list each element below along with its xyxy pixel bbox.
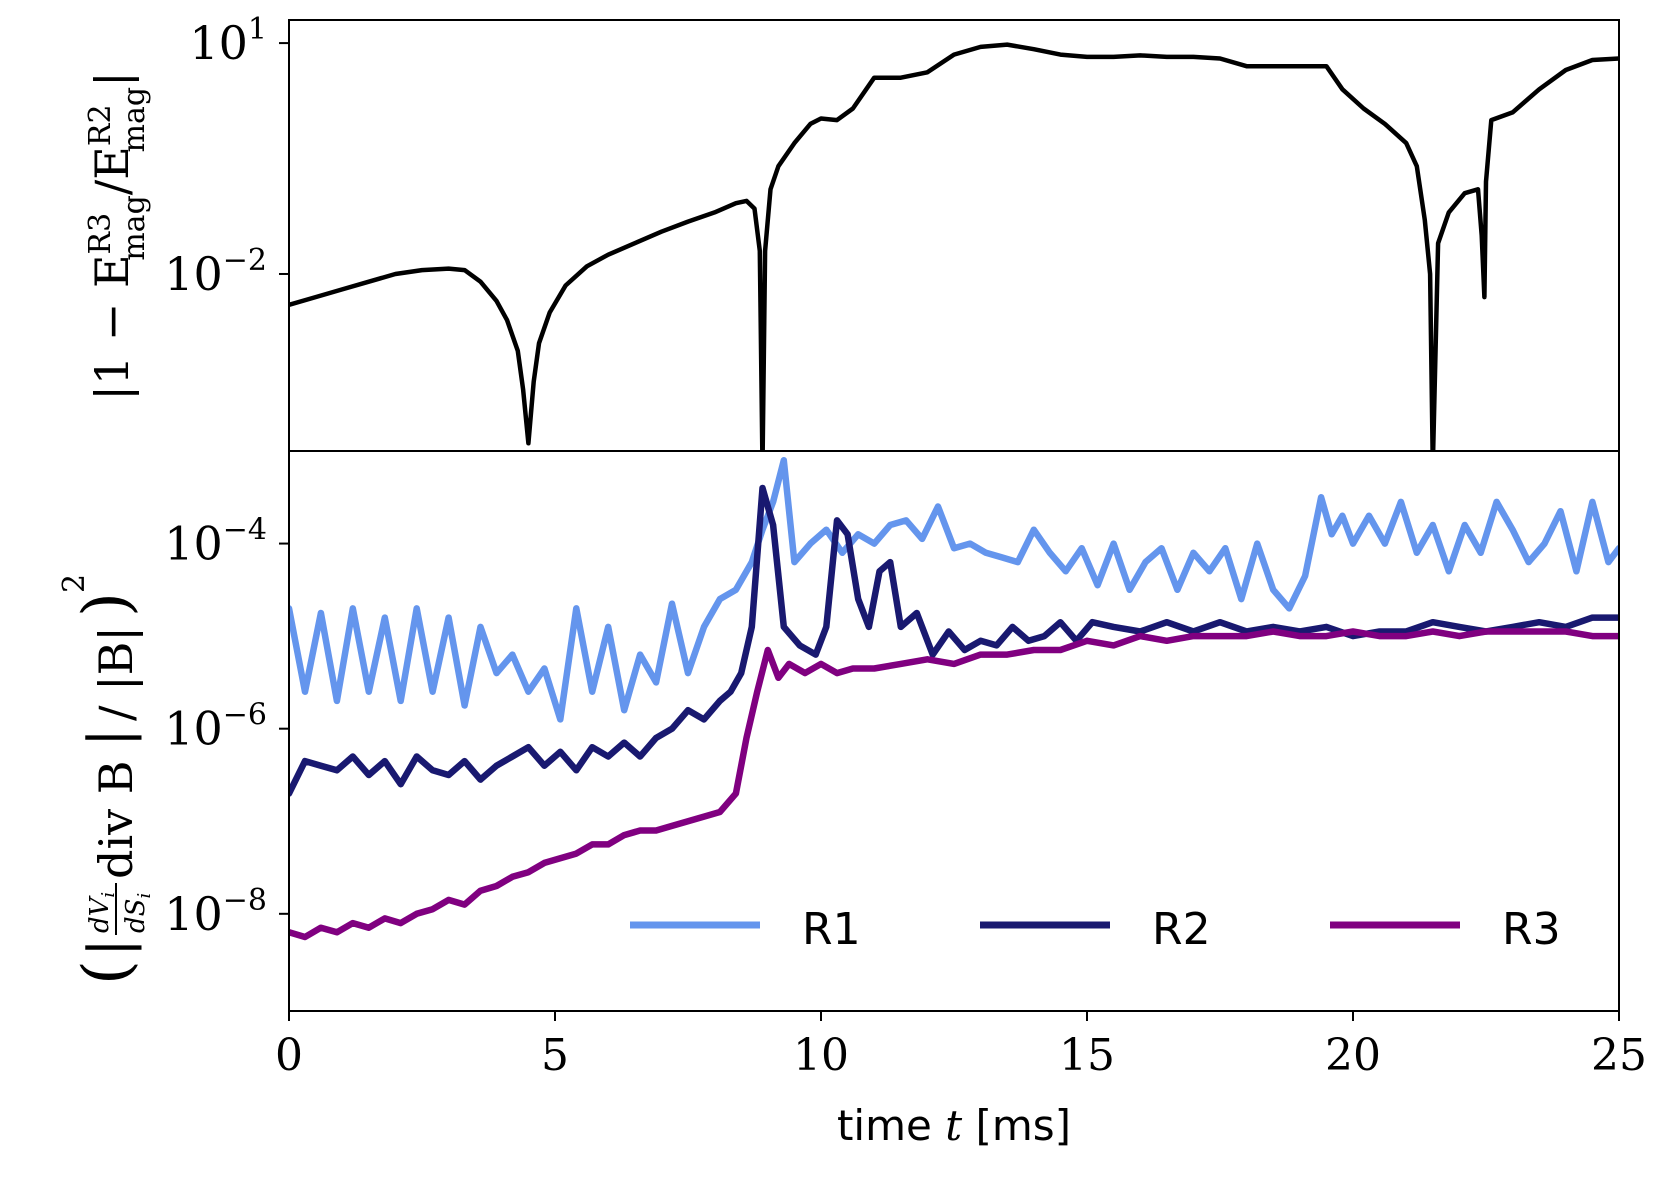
bottom-axes-frame: [288, 450, 1620, 1012]
bottom-ylabel: ( | dVi dSi div B | / |B| ) 2: [57, 574, 155, 985]
ylabel-fraction-den: dSi: [121, 893, 155, 933]
legend-label-r3: R3: [1502, 904, 1561, 955]
ytick-label-p0-0: 101: [189, 12, 267, 70]
legend-label-r1: R1: [802, 904, 861, 955]
ylabel-over-b: / |B|: [89, 626, 143, 721]
ytick-label-p0-1: 10−2: [164, 243, 267, 301]
xtick-label-2: 10: [793, 1030, 849, 1081]
xtick-label-3: 15: [1059, 1030, 1115, 1081]
legend-label-r2: R2: [1152, 904, 1211, 955]
ylabel-open-paren: (: [70, 960, 144, 985]
series-line-1-e-r3-e-r2: [289, 42, 1619, 450]
ytick-label-p1-2: 10−8: [164, 883, 267, 941]
top-axes-frame: [288, 19, 1620, 452]
ylabel-power: 2: [57, 574, 92, 593]
ytick-label-p1-0: 10−4: [164, 513, 267, 571]
x-axis-label: time t [ms]: [837, 1101, 1071, 1150]
xtick-label-0: 0: [275, 1030, 303, 1081]
ylabel-open-bar: |: [77, 938, 142, 957]
ylabel-divb: div B: [89, 760, 143, 879]
series-line-r1: [289, 457, 1619, 723]
bottom-panel-lines: [289, 457, 1619, 941]
top-panel-lines: [289, 42, 1619, 450]
series-line-r2: [289, 484, 1619, 797]
axis-ticks: 101 10−2 10−4 10−6 10−8 0 5 10 15 20 25: [164, 12, 1647, 1081]
legend: R1 R2 R3: [630, 904, 1561, 955]
top-ylabel: |1 − ER3mag/ER2mag|: [83, 71, 152, 400]
ytick-label-p1-1: 10−6: [164, 698, 267, 756]
ylabel-close-paren: ): [70, 592, 144, 617]
xtick-label-4: 20: [1325, 1030, 1381, 1081]
series-line-r3: [289, 628, 1619, 941]
xtick-label-5: 25: [1591, 1030, 1647, 1081]
ylabel-close-bar: |: [77, 728, 142, 747]
xtick-label-1: 5: [541, 1030, 569, 1081]
ylabel-fraction-num: dVi: [85, 892, 119, 933]
